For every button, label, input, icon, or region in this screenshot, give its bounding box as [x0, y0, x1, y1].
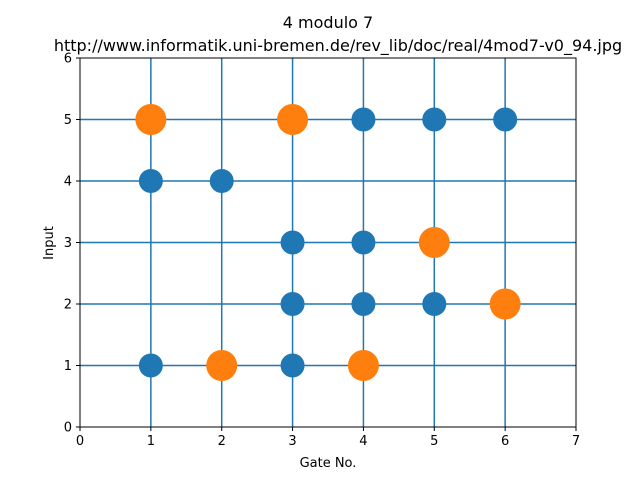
y-tick-label: 2	[64, 298, 72, 313]
x-tick-label: 1	[147, 434, 155, 449]
data-point	[351, 292, 376, 316]
data-point	[138, 353, 163, 378]
chart-title: 4 modulo 7	[283, 13, 373, 32]
data-point	[493, 107, 518, 132]
x-tick-label: 2	[218, 434, 226, 449]
data-point	[351, 107, 376, 132]
data-point	[206, 350, 238, 381]
x-tick-label: 3	[288, 434, 296, 449]
x-tick-label: 6	[501, 434, 509, 449]
chart-subtitle: http://www.informatik.uni-bremen.de/rev_…	[54, 36, 622, 56]
data-points	[135, 104, 521, 381]
data-point	[280, 230, 305, 255]
y-tick-label: 6	[64, 52, 72, 67]
y-tick-label: 1	[64, 359, 72, 374]
data-point	[351, 230, 376, 255]
data-point	[422, 292, 447, 316]
data-point	[422, 107, 447, 132]
y-tick-label: 5	[64, 113, 72, 128]
data-point	[418, 227, 450, 258]
data-point	[277, 104, 309, 135]
data-point	[138, 169, 163, 193]
x-axis-label: Gate No.	[300, 456, 357, 471]
y-tick-label: 4	[64, 175, 72, 190]
data-point	[280, 353, 305, 378]
axis-ticks: 0 1 2 3 4 5 6 7 0 1 2 3 4 5 6	[64, 52, 580, 450]
y-tick-label: 0	[64, 421, 72, 436]
data-point	[347, 350, 379, 381]
x-tick-label: 7	[572, 434, 580, 449]
x-tick-label: 5	[430, 434, 438, 449]
y-axis-label: Input	[42, 226, 57, 260]
data-point	[280, 292, 305, 316]
data-point	[135, 104, 167, 135]
y-tick-label: 3	[64, 236, 72, 251]
x-tick-label: 0	[76, 434, 84, 449]
data-point	[489, 288, 521, 320]
x-tick-label: 4	[359, 434, 367, 449]
data-point	[209, 169, 234, 193]
